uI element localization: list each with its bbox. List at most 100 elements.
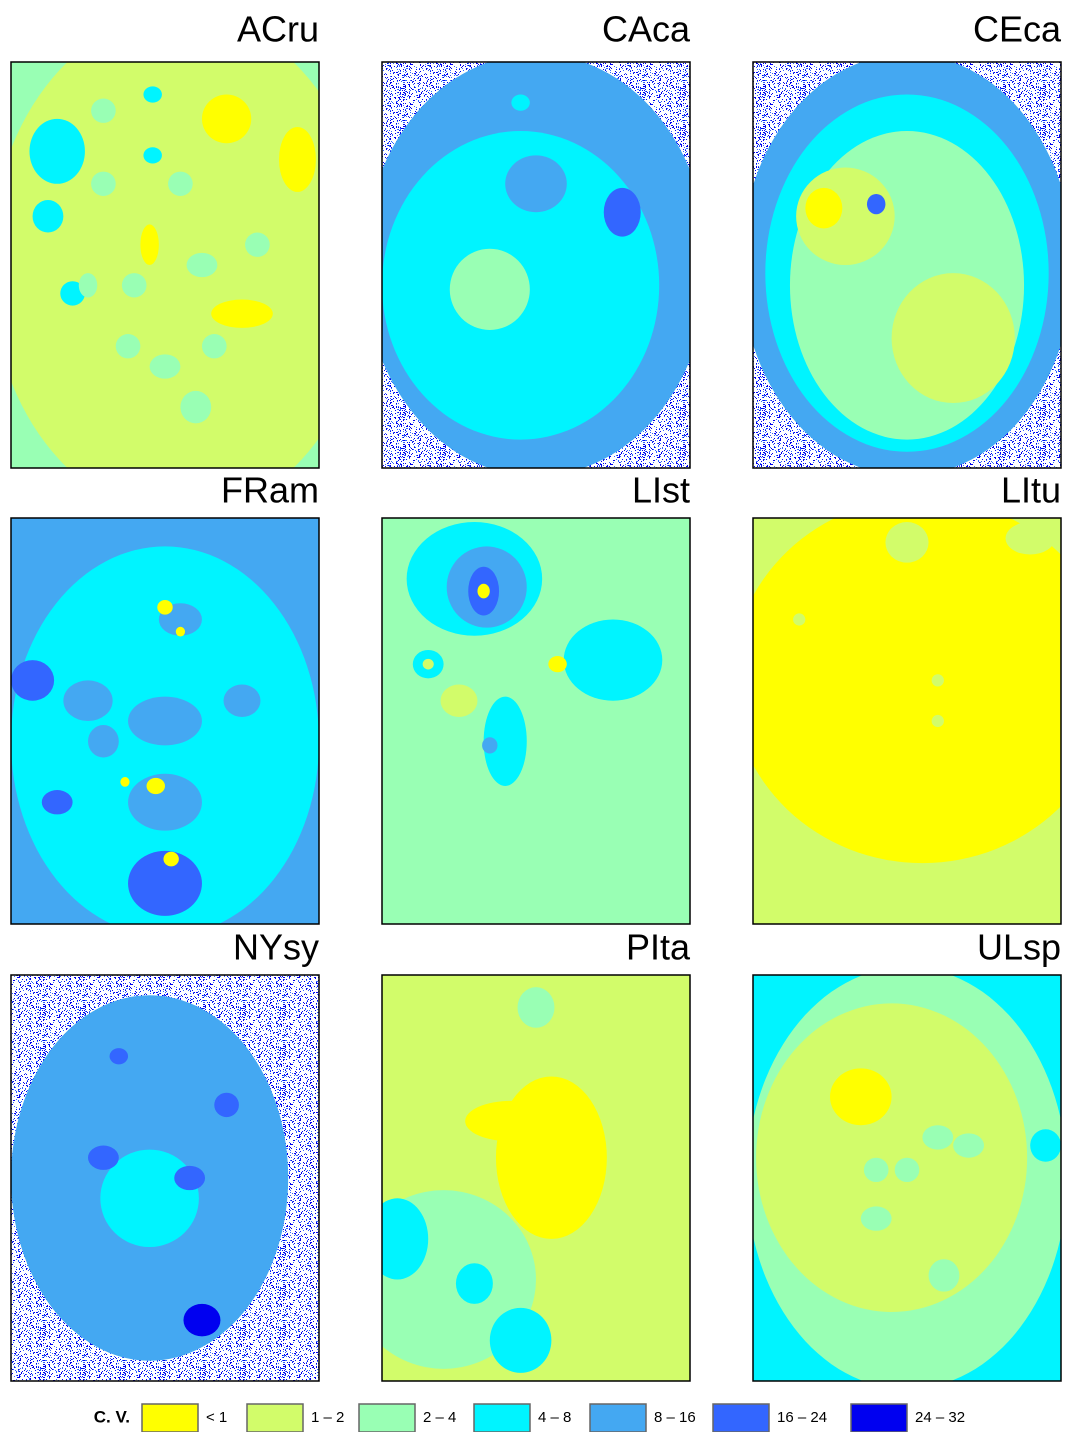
legend-swatch xyxy=(851,1404,907,1432)
map-zone xyxy=(805,188,842,229)
panel-title: CEca xyxy=(973,9,1062,50)
map-panel: LIst xyxy=(382,470,690,924)
map-zone xyxy=(150,354,181,378)
map-zone xyxy=(143,147,161,163)
legend-swatch xyxy=(713,1404,769,1432)
map-zone xyxy=(147,778,165,794)
legend-label: 16 – 24 xyxy=(777,1409,827,1426)
map-zone xyxy=(168,172,193,196)
panel-title: PIta xyxy=(626,927,691,968)
map-panel: ACru xyxy=(0,9,371,517)
legend-label: 24 – 32 xyxy=(915,1409,965,1426)
map-zone xyxy=(224,684,261,716)
panel-title: LItu xyxy=(1001,470,1061,511)
map-raster xyxy=(747,967,1067,1389)
map-panel: CAca xyxy=(364,9,709,477)
legend-label: 1 – 2 xyxy=(311,1409,344,1426)
map-zone xyxy=(245,233,270,257)
panel-title: CAca xyxy=(602,9,691,50)
map-panel: NYsy xyxy=(11,927,319,1381)
map-zone xyxy=(79,273,97,297)
map-zone xyxy=(143,86,161,102)
legend-swatch xyxy=(474,1404,530,1432)
map-zone xyxy=(895,1158,920,1182)
map-zone xyxy=(163,852,178,867)
map-raster xyxy=(11,518,319,936)
map-zone xyxy=(214,1093,239,1117)
map-zone xyxy=(548,656,566,672)
map-zone xyxy=(456,1263,493,1304)
map-zone xyxy=(496,1077,607,1239)
map-zone xyxy=(864,1158,889,1182)
map-zone xyxy=(932,715,944,727)
map-zone xyxy=(174,1166,205,1190)
map-raster xyxy=(731,498,1068,924)
legend-title: C. V. xyxy=(94,1407,130,1426)
map-zone xyxy=(465,1101,557,1142)
map-zone xyxy=(932,674,944,686)
map-raster xyxy=(364,54,709,476)
map-panel: CEca xyxy=(741,9,1068,477)
map-zone xyxy=(140,224,158,265)
panel-title: LIst xyxy=(632,470,690,511)
map-zone xyxy=(29,119,84,184)
map-panel: FRam xyxy=(11,470,319,937)
map-zone xyxy=(885,522,928,563)
map-zone xyxy=(604,188,641,237)
map-zone xyxy=(929,1259,960,1291)
map-zone xyxy=(120,777,129,787)
map-zone xyxy=(187,253,218,277)
legend-label: 8 – 16 xyxy=(654,1409,696,1426)
map-zone xyxy=(756,1003,1027,1312)
map-zone xyxy=(183,1304,220,1336)
figure: C. V. ACruCAcaCEcaFRamLIstLItuNYsyPItaUL… xyxy=(0,0,1068,1432)
map-zone xyxy=(505,387,536,411)
map-zone xyxy=(482,737,497,753)
map-zone xyxy=(110,1048,128,1064)
legend-swatch xyxy=(142,1404,198,1432)
map-zone xyxy=(1030,1129,1061,1161)
map-panel: PIta xyxy=(351,927,691,1381)
map-zone xyxy=(91,99,116,123)
map-zone xyxy=(477,584,489,599)
map-zone xyxy=(202,94,251,143)
map-zone xyxy=(33,200,64,232)
map-zone xyxy=(441,684,478,716)
map-zone xyxy=(922,1125,953,1149)
panel-title: FRam xyxy=(221,470,319,511)
map-zone xyxy=(861,1206,892,1230)
map-zone xyxy=(511,94,529,110)
map-zone xyxy=(211,300,273,328)
map-zone xyxy=(867,194,885,214)
map-panel: LItu xyxy=(731,470,1068,924)
map-zone xyxy=(176,627,185,637)
legend-swatch xyxy=(590,1404,646,1432)
legend-swatch xyxy=(359,1404,415,1432)
legend-label: 4 – 8 xyxy=(538,1409,571,1426)
map-zone xyxy=(202,334,227,358)
map-zone xyxy=(88,1146,119,1170)
map-zone xyxy=(88,725,119,757)
map-zone xyxy=(1006,522,1055,554)
map-zone xyxy=(11,660,54,701)
map-zone xyxy=(564,620,663,701)
map-zone xyxy=(518,987,555,1028)
legend-swatch xyxy=(247,1404,303,1432)
map-zone xyxy=(42,790,73,814)
map-zone xyxy=(0,13,371,516)
map-zone xyxy=(122,273,147,297)
map-zone xyxy=(91,172,116,196)
legend-label: < 1 xyxy=(206,1409,227,1426)
map-zone xyxy=(953,1133,984,1157)
map-raster xyxy=(351,975,690,1381)
map-zone xyxy=(423,659,434,670)
map-zone xyxy=(367,1198,429,1279)
map-zone xyxy=(490,1308,552,1373)
map-zone xyxy=(892,273,1015,403)
map-zone xyxy=(63,680,112,721)
map-zone xyxy=(279,127,316,192)
map-zone xyxy=(830,1068,892,1125)
map-raster xyxy=(741,54,1068,476)
panel-title: NYsy xyxy=(233,927,319,968)
map-zone xyxy=(450,249,530,330)
